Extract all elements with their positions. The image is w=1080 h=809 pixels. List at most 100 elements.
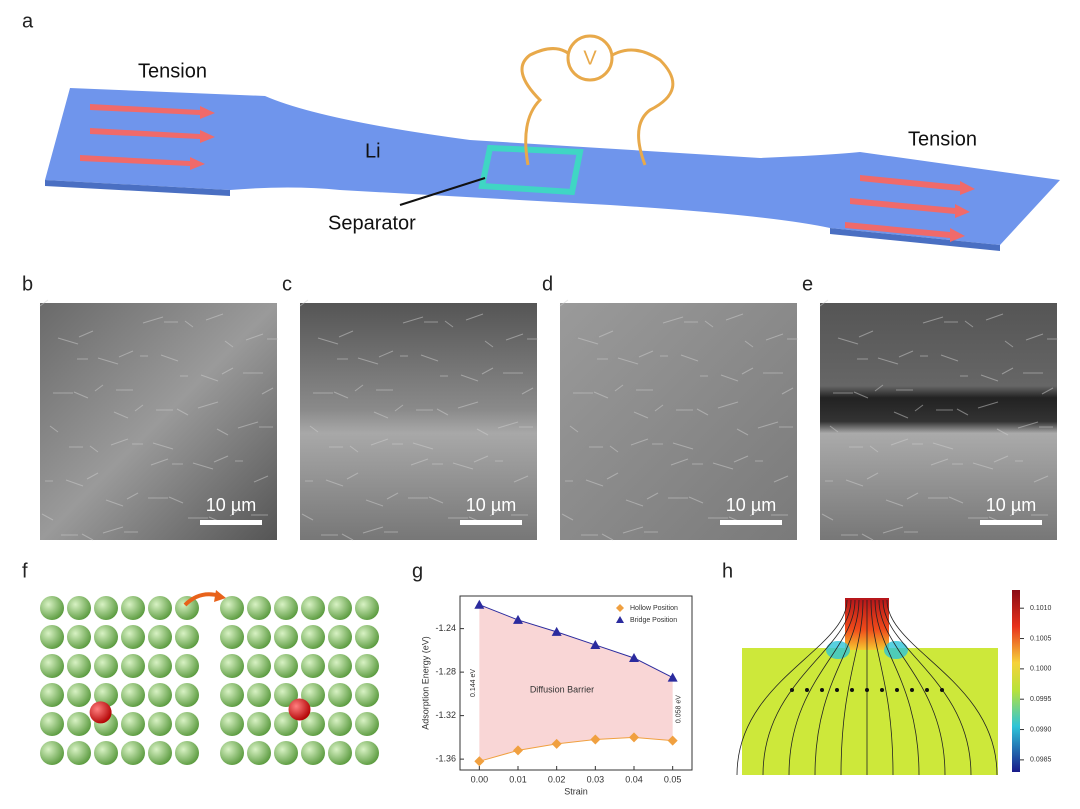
x-tick-label: 0.01 <box>509 774 527 784</box>
sem-image <box>40 303 277 540</box>
atom <box>67 741 91 765</box>
y-tick-label: -1.24 <box>435 623 456 633</box>
atom <box>121 596 145 620</box>
atom <box>301 741 325 765</box>
colorbar-tick-label: 0.1010 <box>1030 605 1052 612</box>
streamline <box>840 599 864 776</box>
texture <box>598 330 614 338</box>
streamline <box>736 599 848 776</box>
atom <box>121 654 145 678</box>
arrow-dot <box>850 688 854 692</box>
texture <box>609 445 619 453</box>
adatom <box>288 698 311 721</box>
texture <box>765 333 784 341</box>
arrow-dot <box>835 688 839 692</box>
texture <box>890 438 909 446</box>
strip-edge <box>45 180 1000 251</box>
atom <box>274 712 298 736</box>
texture <box>497 421 519 429</box>
texture <box>420 354 439 362</box>
x-tick-label: 0.00 <box>471 774 489 784</box>
texture <box>680 354 699 362</box>
pointer <box>399 177 486 206</box>
texture <box>672 442 694 450</box>
panel-label: b <box>22 273 33 295</box>
texture <box>569 425 579 433</box>
texture <box>349 445 359 453</box>
sem-image <box>300 303 537 540</box>
atom <box>94 741 118 765</box>
atom <box>67 683 91 707</box>
texture <box>712 462 734 470</box>
atom <box>40 741 64 765</box>
texture <box>192 462 214 470</box>
texture <box>402 316 424 324</box>
atom <box>94 625 118 649</box>
x-tick-label: 0.02 <box>548 774 566 784</box>
texture <box>354 384 364 392</box>
atom <box>247 712 271 736</box>
texture <box>670 458 689 466</box>
scale-bar-label: 10 µm <box>986 495 1036 515</box>
colorbar-tick-label: 0.0990 <box>1030 726 1052 733</box>
arrow-dot <box>925 688 929 692</box>
texture <box>1017 421 1039 429</box>
texture <box>614 384 624 392</box>
texture <box>317 337 339 345</box>
texture <box>370 438 389 446</box>
atom <box>355 625 379 649</box>
marker <box>667 672 678 682</box>
atom <box>220 741 244 765</box>
texture <box>757 421 779 429</box>
atom <box>301 683 325 707</box>
atom <box>328 654 352 678</box>
atom <box>328 712 352 736</box>
atom <box>220 596 244 620</box>
atom <box>121 683 145 707</box>
panel-label: d <box>542 273 553 295</box>
panel-label: f <box>22 560 28 582</box>
texture <box>885 499 904 507</box>
atom <box>94 654 118 678</box>
sem-image <box>560 303 797 540</box>
streamlines <box>736 599 998 776</box>
texture <box>559 299 569 307</box>
y-tick-label: -1.28 <box>435 667 456 677</box>
li-strip <box>45 88 1060 245</box>
chart: -1.36 -1.32 -1.28 -1.24 0.00 0.01 0.02 0.03 0.04… <box>420 595 693 796</box>
texture <box>821 513 834 521</box>
annotation: Diffusion Barrier <box>530 684 594 694</box>
texture <box>704 320 714 328</box>
atom <box>175 712 199 736</box>
texture <box>89 445 99 453</box>
marker <box>551 738 562 749</box>
texture <box>654 404 664 412</box>
texture <box>622 526 644 534</box>
marker <box>474 756 485 767</box>
texture <box>428 496 444 504</box>
legend-label: Bridge Position <box>630 617 677 624</box>
panel-label: e <box>802 273 813 295</box>
texture <box>49 425 59 433</box>
annotation: 0.058 eV <box>676 695 683 723</box>
texture <box>861 533 874 541</box>
texture <box>744 340 754 348</box>
texture <box>617 357 639 365</box>
marker <box>667 735 678 746</box>
texture <box>593 391 609 399</box>
texture <box>142 316 164 324</box>
texture <box>505 333 524 341</box>
atom <box>355 741 379 765</box>
texture <box>853 391 869 399</box>
y-axis-label: Adsorption Energy (eV) <box>420 636 430 730</box>
texture <box>410 458 429 466</box>
texture <box>773 475 789 483</box>
atom <box>247 654 271 678</box>
atom <box>355 712 379 736</box>
atom <box>40 683 64 707</box>
adatom <box>89 701 112 724</box>
lattice <box>40 596 379 765</box>
atom <box>40 654 64 678</box>
arrow-dot <box>820 688 824 692</box>
atom <box>301 654 325 678</box>
